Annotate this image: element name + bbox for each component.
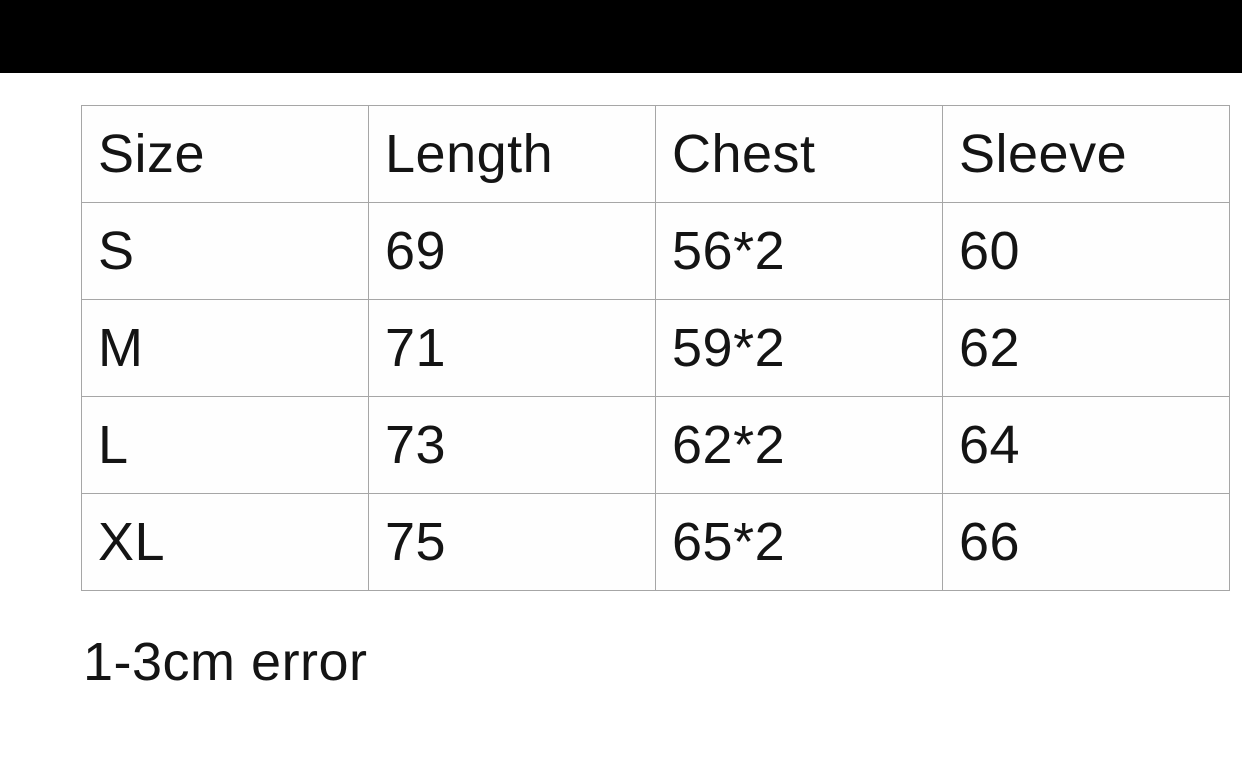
- column-header-length: Length: [368, 105, 656, 203]
- cell-sleeve: 66: [942, 493, 1230, 591]
- cell-chest: 65*2: [655, 493, 943, 591]
- tolerance-note: 1-3cm error: [83, 632, 368, 692]
- cell-length: 71: [368, 299, 656, 397]
- column-header-chest: Chest: [655, 105, 943, 203]
- size-chart-table: Size Length Chest Sleeve S 69 56*2 60 M …: [81, 105, 1230, 591]
- column-header-sleeve: Sleeve: [942, 105, 1230, 203]
- cell-size: L: [81, 396, 369, 494]
- cell-size: M: [81, 299, 369, 397]
- cell-sleeve: 64: [942, 396, 1230, 494]
- top-black-bar: [0, 0, 1242, 73]
- column-header-size: Size: [81, 105, 369, 203]
- cell-length: 73: [368, 396, 656, 494]
- header-row: Size Length Chest Sleeve: [81, 105, 1230, 203]
- cell-size: XL: [81, 493, 369, 591]
- cell-chest: 62*2: [655, 396, 943, 494]
- cell-length: 69: [368, 202, 656, 300]
- cell-sleeve: 60: [942, 202, 1230, 300]
- table-row: XL 75 65*2 66: [81, 493, 1230, 591]
- cell-chest: 59*2: [655, 299, 943, 397]
- table-row: S 69 56*2 60: [81, 202, 1230, 300]
- cell-length: 75: [368, 493, 656, 591]
- cell-size: S: [81, 202, 369, 300]
- cell-chest: 56*2: [655, 202, 943, 300]
- table-row: M 71 59*2 62: [81, 299, 1230, 397]
- table-row: L 73 62*2 64: [81, 396, 1230, 494]
- cell-sleeve: 62: [942, 299, 1230, 397]
